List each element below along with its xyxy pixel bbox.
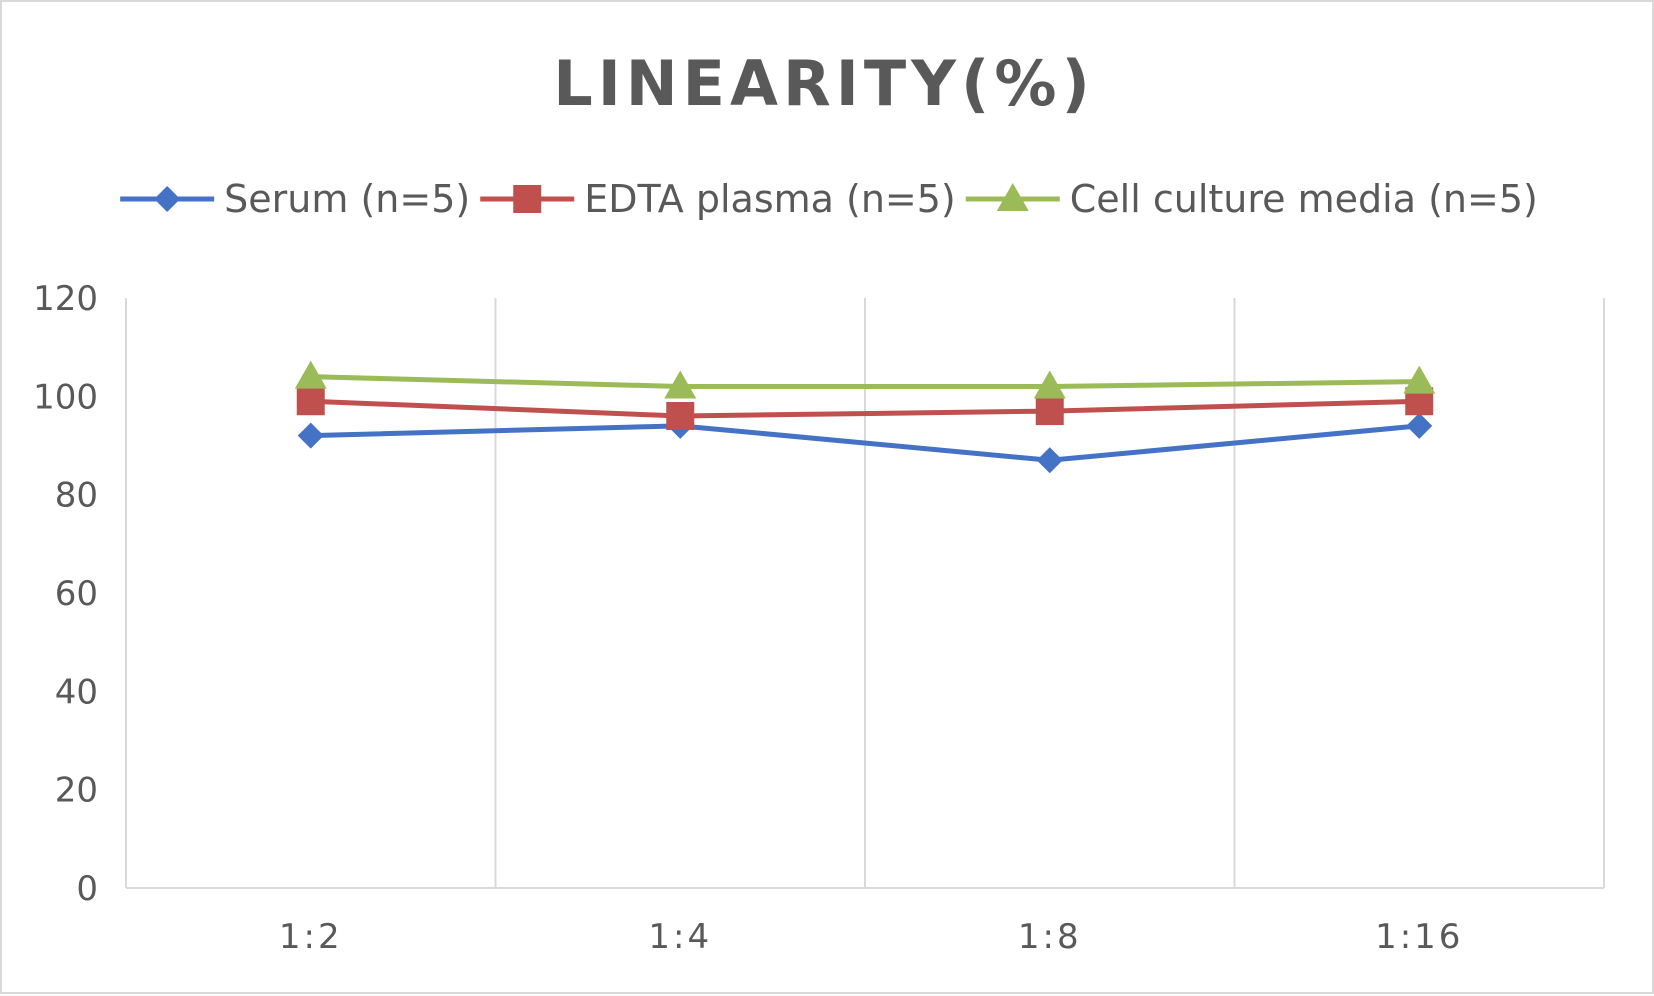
x-tick-label: 1:8 (1018, 917, 1082, 957)
series-line (310, 423, 1420, 463)
data-point-marker (1403, 365, 1436, 394)
legend-marker (154, 186, 181, 212)
legend-marker (996, 183, 1029, 211)
y-tick-label: 100 (33, 377, 98, 417)
y-axis-ticks: 0 20 40 60 80 100 120 (33, 279, 98, 909)
data-point-marker (666, 402, 695, 430)
x-axis-ticks: 1:2 1:4 1:8 1:16 (279, 917, 1463, 957)
x-tick-label: 1:16 (1375, 917, 1463, 957)
y-tick-label: 60 (55, 574, 98, 614)
gridlines (125, 298, 1605, 888)
y-tick-label: 80 (55, 476, 98, 516)
legend-marker (513, 185, 542, 213)
y-tick-label: 0 (76, 869, 98, 909)
chart-title: LINEARITY(%) (553, 47, 1095, 120)
legend-item: EDTA plasma (n=5) (480, 177, 956, 221)
legend-label: Serum (n=5) (224, 177, 470, 221)
legend-label: Cell culture media (n=5) (1070, 177, 1538, 221)
legend-label: EDTA plasma (n=5) (584, 177, 956, 221)
series-3 (294, 360, 1436, 399)
x-tick-label: 1:2 (279, 917, 343, 957)
legend-marker-group (154, 186, 181, 212)
legend-marker-group (513, 185, 542, 213)
legend: Serum (n=5) EDTA plasma (n=5) Cell culture… (120, 177, 1538, 221)
data-point-marker (296, 387, 325, 416)
data-point-marker (1033, 370, 1066, 399)
data-point-marker (297, 422, 324, 449)
data-point-marker (1035, 397, 1064, 426)
data-point-marker (1036, 447, 1063, 474)
series-line (310, 398, 1420, 419)
y-tick-label: 20 (55, 771, 98, 811)
y-tick-label: 120 (33, 279, 98, 319)
legend-item: Serum (n=5) (120, 177, 470, 221)
data-point-marker (294, 360, 327, 389)
data-point-marker (1406, 412, 1433, 439)
data-point-marker (664, 370, 697, 399)
legend-marker-group (996, 183, 1029, 211)
y-tick-label: 40 (55, 672, 98, 712)
x-tick-label: 1:4 (648, 917, 712, 957)
series-line (310, 374, 1420, 389)
legend-item: Cell culture media (n=5) (965, 177, 1538, 221)
series-layer (294, 360, 1436, 474)
